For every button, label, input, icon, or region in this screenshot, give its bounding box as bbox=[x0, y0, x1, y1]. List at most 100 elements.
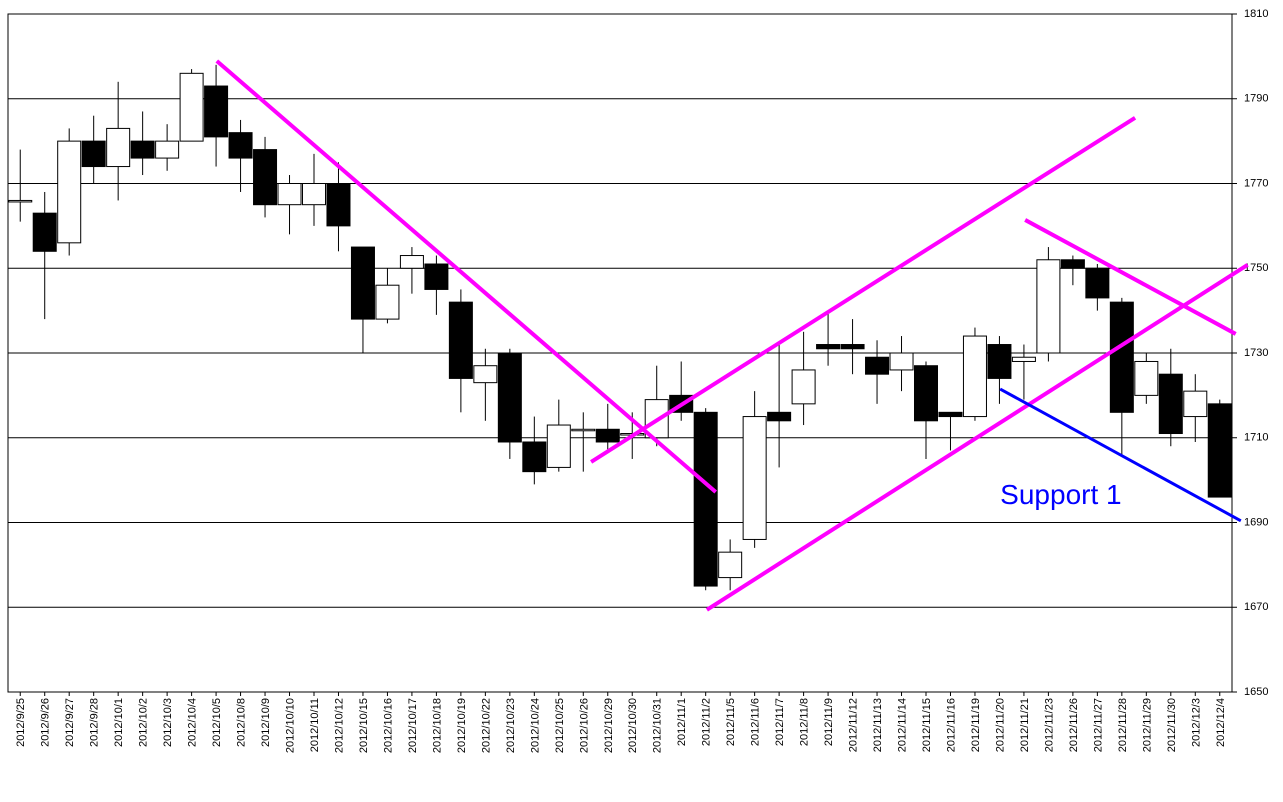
candle-body bbox=[1011, 356, 1036, 362]
candle-body bbox=[448, 301, 473, 379]
x-tick-label: 2012/10/4 bbox=[187, 698, 199, 747]
plot-border bbox=[7, 13, 1233, 693]
trend-line bbox=[705, 263, 1249, 612]
candle-body bbox=[718, 551, 743, 579]
candle-body bbox=[350, 246, 375, 320]
y-tick-label: 1770 bbox=[1244, 177, 1268, 189]
x-tick-label: 2012/10/15 bbox=[358, 698, 370, 753]
candle-body bbox=[1134, 360, 1159, 396]
candle-body bbox=[938, 411, 963, 418]
candle-body bbox=[987, 344, 1012, 379]
candle-body bbox=[179, 72, 204, 142]
candle-body bbox=[399, 255, 424, 269]
candle-body bbox=[326, 183, 351, 227]
candle-body bbox=[962, 335, 987, 418]
candle-body bbox=[81, 140, 106, 168]
y-tick-label: 1750 bbox=[1244, 262, 1268, 274]
trend-line bbox=[1024, 218, 1237, 336]
candle-body bbox=[424, 263, 449, 290]
candle-body bbox=[228, 132, 253, 159]
candle-body bbox=[253, 149, 278, 206]
x-tick-label: 2012/11/15 bbox=[921, 698, 933, 752]
x-tick-label: 2012/10/22 bbox=[480, 698, 492, 753]
candle-body bbox=[277, 183, 302, 206]
y-tick-label: 1790 bbox=[1244, 93, 1268, 105]
candle-body bbox=[791, 369, 816, 405]
candle-body bbox=[816, 344, 841, 350]
candle-body bbox=[1207, 403, 1232, 498]
x-tick-label: 2012/11/9 bbox=[823, 698, 835, 746]
x-tick-label: 2012/10/19 bbox=[456, 698, 468, 753]
candle-body bbox=[57, 140, 82, 244]
x-tick-label: 2012/10/29 bbox=[603, 698, 615, 753]
x-tick-label: 2012/10/12 bbox=[333, 698, 345, 753]
y-tick-label: 1730 bbox=[1244, 347, 1268, 359]
candle-body bbox=[889, 352, 914, 371]
candle-body bbox=[375, 284, 400, 320]
x-tick-label: 2012/11/23 bbox=[1043, 698, 1055, 752]
x-tick-label: 2012/11/16 bbox=[945, 698, 957, 752]
x-tick-label: 2012/11/28 bbox=[1117, 698, 1129, 752]
trend-line bbox=[999, 387, 1242, 523]
candle-body bbox=[1109, 301, 1134, 413]
x-tick-label: 2012/9/25 bbox=[15, 698, 27, 747]
x-tick-label: 2012/9/27 bbox=[64, 698, 76, 747]
x-tick-label: 2012/11/14 bbox=[897, 698, 909, 752]
y-tick-label: 1650 bbox=[1244, 686, 1268, 698]
candle-body bbox=[522, 441, 547, 473]
x-tick-label: 2012/10/30 bbox=[627, 698, 639, 753]
candle-body bbox=[1183, 390, 1208, 418]
trend-line bbox=[590, 116, 1137, 464]
candle-body bbox=[742, 416, 767, 540]
x-tick-label: 2012/11/20 bbox=[994, 698, 1006, 752]
candle-body bbox=[913, 365, 939, 422]
candle-body bbox=[1158, 373, 1183, 435]
x-tick-label: 2012/11/30 bbox=[1166, 698, 1178, 752]
x-tick-label: 2012/11/5 bbox=[725, 698, 737, 746]
x-tick-label: 2012/10/26 bbox=[578, 698, 590, 753]
x-tick-label: 2012/10/11 bbox=[309, 698, 321, 752]
trend-line-label: Support 1 bbox=[1000, 479, 1121, 510]
candle-body bbox=[693, 411, 718, 587]
candle-body bbox=[204, 85, 229, 138]
candle-body bbox=[301, 183, 327, 206]
candle-body bbox=[130, 140, 155, 159]
candle-body bbox=[8, 199, 33, 203]
x-tick-label: 2012/10/2 bbox=[138, 698, 150, 747]
x-tick-label: 2012/11/26 bbox=[1068, 698, 1080, 752]
candle-body bbox=[840, 344, 865, 350]
x-tick-label: 2012/12/3 bbox=[1190, 698, 1202, 747]
x-tick-label: 2012/10/17 bbox=[407, 698, 419, 753]
x-tick-label: 2012/11/8 bbox=[799, 698, 811, 746]
x-tick-label: 2012/10/3 bbox=[162, 698, 174, 747]
x-tick-label: 2012/10/31 bbox=[652, 698, 664, 753]
x-tick-label: 2012/11/6 bbox=[750, 698, 762, 746]
x-tick-label: 2012/10/24 bbox=[529, 698, 541, 753]
x-tick-label: 2012/11/7 bbox=[774, 698, 786, 746]
candle-body bbox=[1085, 267, 1110, 299]
x-tick-label: 2012/10/9 bbox=[260, 698, 272, 747]
x-tick-label: 2012/10/5 bbox=[211, 698, 223, 747]
x-tick-label: 2012/9/28 bbox=[89, 698, 101, 747]
x-tick-label: 2012/10/23 bbox=[505, 698, 517, 753]
y-tick-label: 1810 bbox=[1244, 8, 1268, 20]
x-tick-label: 2012/11/1 bbox=[676, 698, 688, 746]
x-tick-label: 2012/10/25 bbox=[554, 698, 566, 753]
y-tick-label: 1710 bbox=[1244, 432, 1268, 444]
candle-body bbox=[473, 365, 498, 384]
x-tick-label: 2012/11/2 bbox=[701, 698, 713, 746]
x-tick-label: 2012/11/19 bbox=[970, 698, 982, 752]
y-tick-label: 1690 bbox=[1244, 516, 1268, 528]
x-tick-label: 2012/10/1 bbox=[113, 698, 125, 747]
candle-body bbox=[1036, 259, 1061, 354]
trend-line bbox=[215, 59, 718, 494]
candle-body bbox=[595, 428, 620, 443]
y-tick-label: 1670 bbox=[1244, 601, 1268, 613]
x-tick-label: 2012/11/12 bbox=[848, 698, 860, 752]
x-tick-label: 2012/11/29 bbox=[1141, 698, 1153, 752]
candle-body bbox=[497, 352, 522, 443]
candle-body bbox=[546, 424, 571, 468]
candle-body bbox=[32, 212, 57, 252]
x-tick-label: 2012/10/8 bbox=[236, 698, 248, 747]
